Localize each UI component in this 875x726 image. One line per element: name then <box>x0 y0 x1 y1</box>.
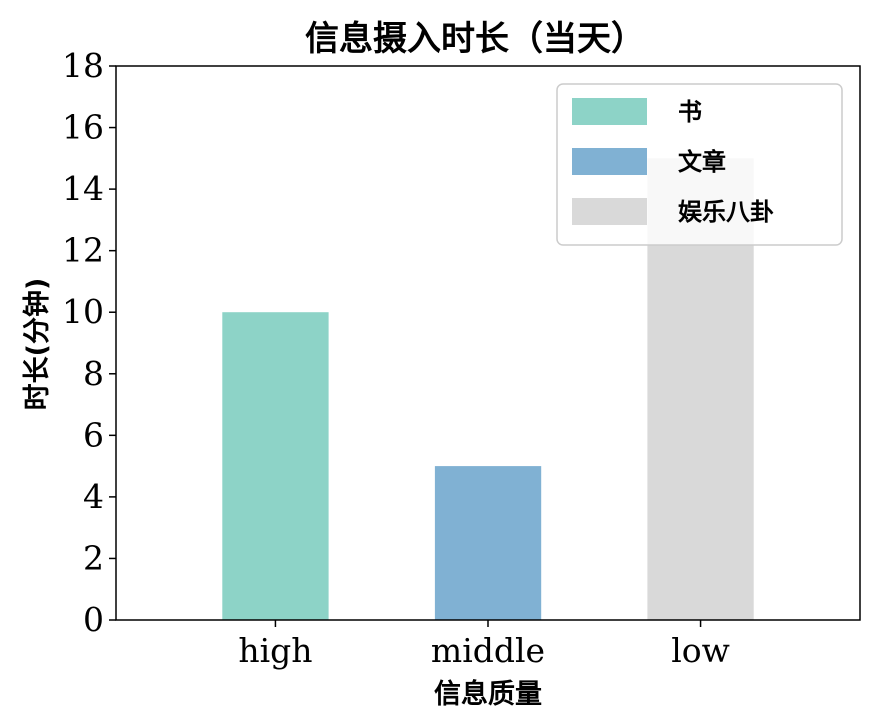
y-tick-label: 10 <box>62 292 104 331</box>
y-tick-label: 18 <box>62 46 104 85</box>
x-tick-label-middle: middle <box>431 631 545 670</box>
y-tick-label: 4 <box>83 477 104 516</box>
y-tick-label: 8 <box>83 354 104 393</box>
legend-label: 娱乐八卦 <box>678 198 774 226</box>
y-tick-label: 14 <box>62 169 104 208</box>
y-axis-ticks: 0 2 4 6 8 10 12 14 16 18 <box>62 46 116 639</box>
y-axis-label: 时长(分钟) <box>22 278 53 411</box>
legend-label: 书 <box>678 98 702 126</box>
y-tick-label: 16 <box>62 108 104 147</box>
legend-label: 文章 <box>678 148 726 176</box>
legend-swatch <box>572 148 647 175</box>
x-tick-label-low: low <box>671 631 730 670</box>
chart-title: 信息摄入时长（当天） <box>305 19 645 59</box>
y-tick-label: 0 <box>83 600 104 639</box>
bar-high <box>222 312 329 620</box>
x-tick-label-high: high <box>238 631 312 670</box>
y-tick-label: 6 <box>83 415 104 454</box>
x-axis-label: 信息质量 <box>434 678 542 710</box>
y-tick-label: 12 <box>62 231 104 270</box>
bar-middle <box>434 466 542 620</box>
legend-swatch <box>572 98 647 125</box>
legend-swatch <box>572 198 647 225</box>
x-axis-ticks: high middle low <box>238 620 730 670</box>
y-tick-label: 2 <box>83 538 104 577</box>
